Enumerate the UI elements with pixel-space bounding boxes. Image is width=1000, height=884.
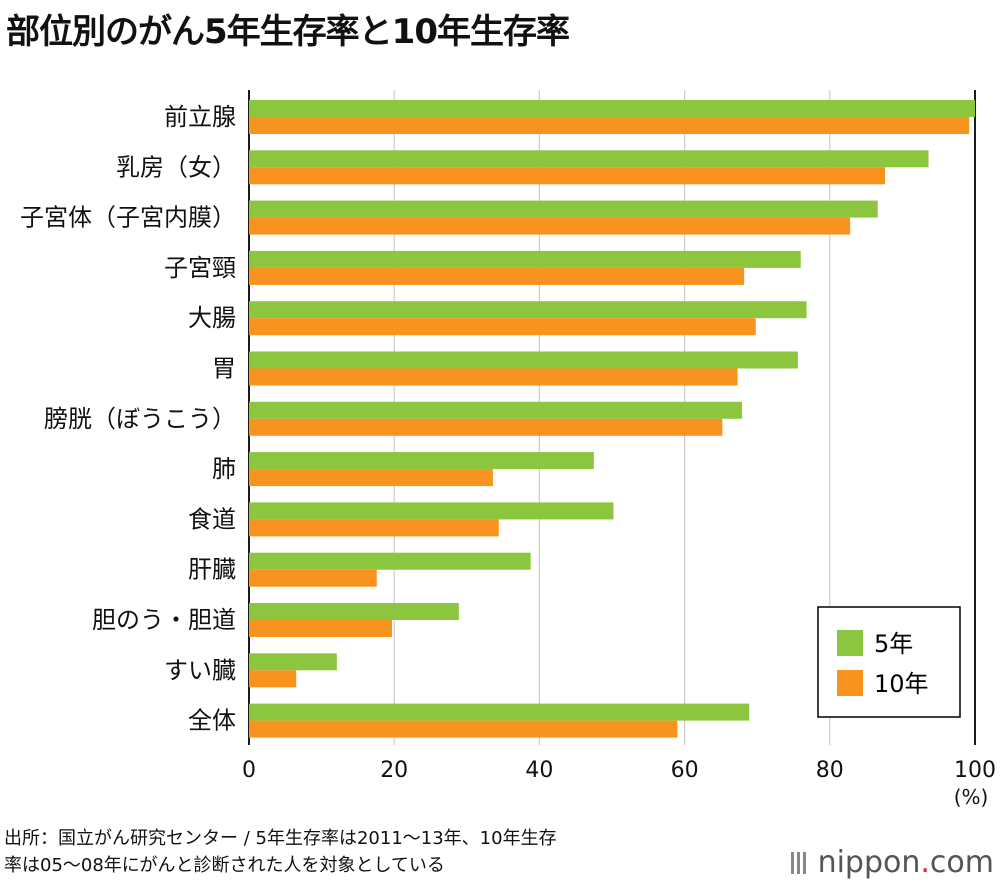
category-label: 前立腺 xyxy=(164,103,236,131)
bar-10yr xyxy=(249,167,885,185)
bar-10yr xyxy=(249,267,745,285)
bar-5yr xyxy=(249,502,614,520)
logo-dot: . xyxy=(920,845,930,880)
category-label: 肝臓 xyxy=(188,556,236,584)
bar-5yr xyxy=(249,250,801,268)
x-tick-label: 60 xyxy=(671,758,699,783)
source-note: 出所：国立がん研究センター / 5年生存率は2011〜13年、10年生存 率は0… xyxy=(4,825,764,879)
x-axis-ticks: 0 20 40 60 80 100(%) xyxy=(242,758,996,809)
bar-10yr xyxy=(249,318,756,336)
bar-10yr xyxy=(249,720,678,738)
bar-5yr xyxy=(249,703,750,721)
logo-mark-icon xyxy=(790,851,806,874)
category-label: 食道 xyxy=(188,505,236,533)
x-tick-label: 40 xyxy=(525,758,553,783)
category-label: 胆のう・胆道 xyxy=(92,606,236,634)
bar-10yr xyxy=(249,569,377,587)
bar-10yr xyxy=(249,519,499,537)
bar-5yr xyxy=(249,200,878,218)
legend: 5年 10年 xyxy=(817,606,961,718)
legend-swatch-5yr xyxy=(837,630,863,656)
category-label: 全体 xyxy=(188,707,236,735)
bar-10yr xyxy=(249,117,970,134)
bar-5yr xyxy=(249,552,531,570)
category-label: 子宮体（子宮内膜） xyxy=(20,204,236,232)
logo-name: nippon xyxy=(817,845,921,880)
legend-swatch-10yr xyxy=(837,670,863,696)
bar-5yr xyxy=(249,653,337,671)
legend-box xyxy=(817,606,961,718)
x-tick-label: 0 xyxy=(242,758,256,783)
bar-5yr xyxy=(249,301,807,319)
category-label: すい臓 xyxy=(164,656,236,684)
bar-10yr xyxy=(249,217,851,235)
legend-label-10yr: 10年 xyxy=(874,670,929,698)
category-label: 乳房（女） xyxy=(116,153,236,181)
category-label: 肺 xyxy=(212,455,236,483)
x-tick-label: 100 xyxy=(954,758,996,783)
category-label: 大腸 xyxy=(188,304,236,332)
bar-5yr xyxy=(249,150,929,168)
bar-5yr xyxy=(249,452,594,470)
bar-5yr xyxy=(249,100,975,117)
bar-10yr xyxy=(249,620,393,637)
bar-10yr xyxy=(249,670,297,688)
x-axis-unit: (%) xyxy=(954,785,989,809)
category-label: 膀胱（ぼうこう） xyxy=(44,405,236,433)
bars xyxy=(249,100,975,738)
bar-10yr xyxy=(249,469,493,487)
bar-5yr xyxy=(249,603,459,620)
bar-10yr xyxy=(249,368,738,386)
source-line-1: 出所：国立がん研究センター / 5年生存率は2011〜13年、10年生存 xyxy=(4,828,557,849)
legend-label-5yr: 5年 xyxy=(874,630,913,658)
x-tick-label: 20 xyxy=(380,758,408,783)
chart-title: 部位別のがん5年生存率と10年生存率 xyxy=(6,12,570,52)
category-label: 子宮頸 xyxy=(164,254,236,282)
bar-5yr xyxy=(249,351,798,369)
logo-suffix: com xyxy=(929,845,994,880)
bar-5yr xyxy=(249,401,742,419)
nippon-logo: nippon. com xyxy=(790,845,994,880)
source-line-2: 率は05〜08年にがんと診断された人を対象としている xyxy=(4,855,445,876)
category-label: 胃 xyxy=(212,355,236,383)
bar-10yr xyxy=(249,418,723,436)
x-tick-label: 80 xyxy=(816,758,844,783)
